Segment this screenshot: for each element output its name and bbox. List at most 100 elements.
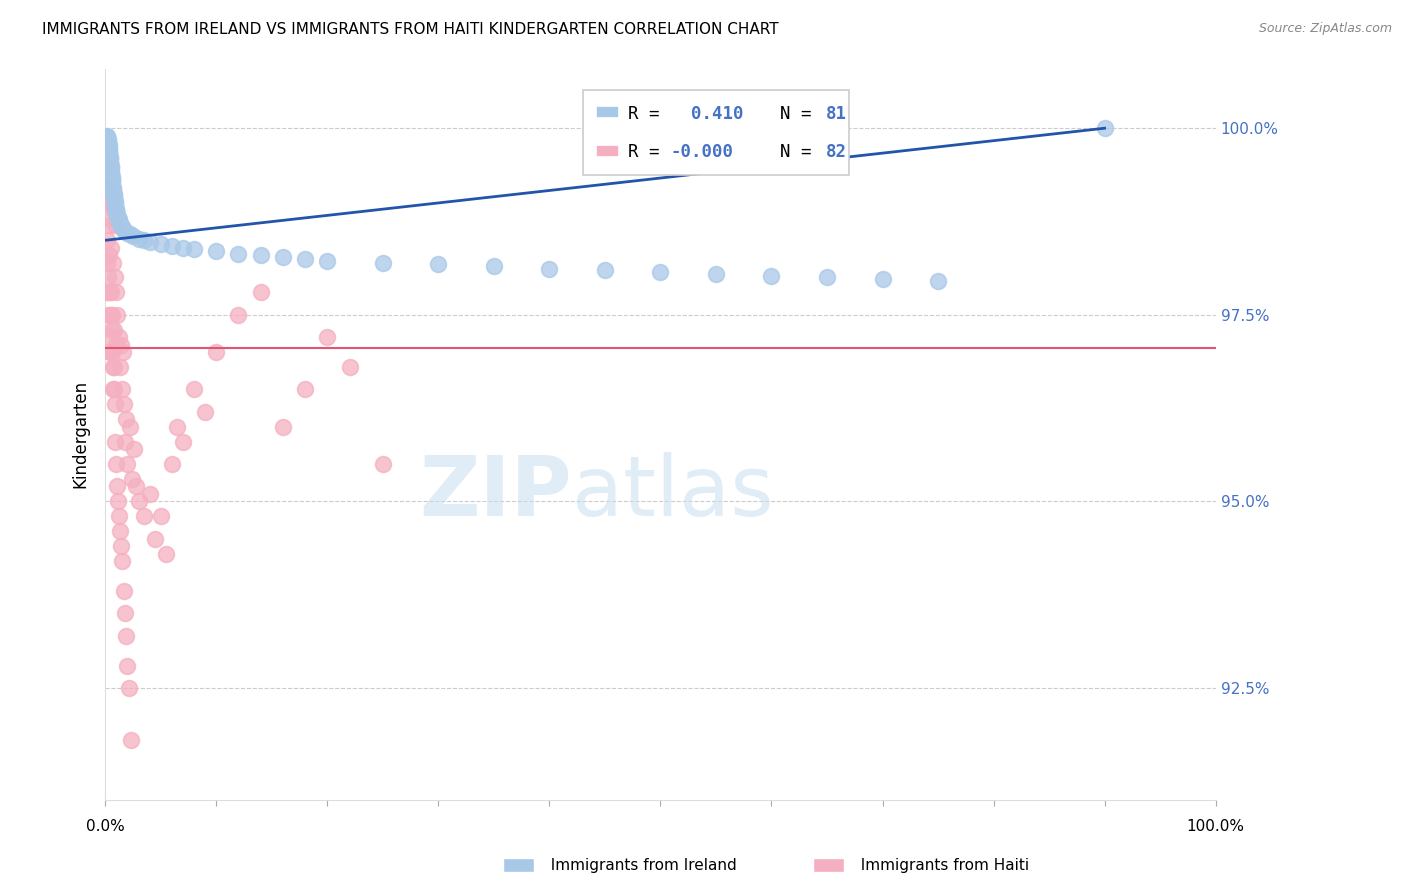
Point <box>271 250 294 264</box>
Point <box>118 419 141 434</box>
Point <box>96 159 118 173</box>
Point <box>98 285 121 300</box>
Point <box>114 434 136 449</box>
Point <box>98 154 121 169</box>
Point <box>132 233 155 247</box>
Point <box>316 330 339 344</box>
Point <box>228 246 250 260</box>
Point <box>104 337 127 351</box>
Point <box>294 252 316 266</box>
Point <box>98 345 121 359</box>
Point <box>593 263 616 277</box>
Point <box>111 554 134 568</box>
Point <box>101 175 124 189</box>
Point <box>107 330 129 344</box>
Point <box>1094 121 1116 136</box>
Text: -0.000: -0.000 <box>671 144 734 161</box>
Point <box>98 150 121 164</box>
FancyBboxPatch shape <box>582 90 849 175</box>
Point <box>149 236 172 251</box>
Point <box>101 172 124 186</box>
Point <box>172 434 194 449</box>
Point <box>108 524 131 539</box>
Point <box>101 195 124 210</box>
Point <box>538 261 561 276</box>
Point <box>149 509 172 524</box>
Point <box>371 255 394 269</box>
Point <box>100 164 122 178</box>
Point <box>107 308 129 322</box>
Point <box>294 383 316 397</box>
Text: R =: R = <box>628 105 671 123</box>
Point <box>482 260 505 274</box>
Point <box>97 195 120 210</box>
Point <box>122 229 145 244</box>
Point <box>104 197 127 211</box>
Point <box>104 200 127 214</box>
Point <box>107 494 129 508</box>
Point <box>114 224 136 238</box>
Point <box>104 195 127 210</box>
Point <box>103 203 125 218</box>
Point <box>101 181 124 195</box>
Point <box>110 337 132 351</box>
Point <box>98 147 121 161</box>
Point <box>96 181 118 195</box>
Point <box>105 479 128 493</box>
Point <box>103 190 125 204</box>
Point <box>371 457 394 471</box>
Point <box>138 235 160 249</box>
Text: ZIP: ZIP <box>419 452 572 533</box>
Text: Immigrants from Ireland: Immigrants from Ireland <box>541 858 737 872</box>
Point <box>205 345 228 359</box>
Point <box>98 248 121 262</box>
Point <box>650 264 672 278</box>
Point <box>101 177 124 191</box>
Point <box>125 479 148 493</box>
Point <box>111 219 134 234</box>
Point <box>100 160 122 174</box>
Point <box>427 257 450 271</box>
Point <box>101 345 124 359</box>
Point <box>115 658 138 673</box>
Point <box>111 345 134 359</box>
Point <box>97 140 120 154</box>
Point <box>103 383 125 397</box>
Point <box>160 457 183 471</box>
Point <box>104 194 127 209</box>
Point <box>100 285 122 300</box>
Point <box>100 241 122 255</box>
Point <box>101 182 124 196</box>
Point <box>103 185 125 199</box>
Point <box>118 227 141 242</box>
Point <box>98 157 121 171</box>
Text: N =: N = <box>759 144 823 161</box>
Point <box>103 359 125 374</box>
Point <box>111 222 134 236</box>
Point <box>117 226 139 240</box>
Point <box>96 285 118 300</box>
Point <box>97 270 120 285</box>
Point <box>101 255 124 269</box>
Text: Immigrants from Haiti: Immigrants from Haiti <box>851 858 1029 872</box>
Point <box>103 186 125 201</box>
Text: N =: N = <box>759 105 823 123</box>
Point <box>97 211 120 225</box>
Point <box>98 219 121 233</box>
Point <box>103 192 125 206</box>
Text: R =: R = <box>628 144 671 161</box>
Point <box>160 239 183 253</box>
Point <box>104 202 127 216</box>
Point <box>194 405 217 419</box>
Point <box>108 509 131 524</box>
Point <box>107 212 129 227</box>
Point <box>128 494 150 508</box>
Point <box>97 132 120 146</box>
Point <box>228 308 250 322</box>
Point <box>97 135 120 149</box>
Point <box>249 285 271 300</box>
Point <box>316 254 339 268</box>
Point <box>105 207 128 221</box>
Point <box>104 270 127 285</box>
Point <box>101 359 124 374</box>
